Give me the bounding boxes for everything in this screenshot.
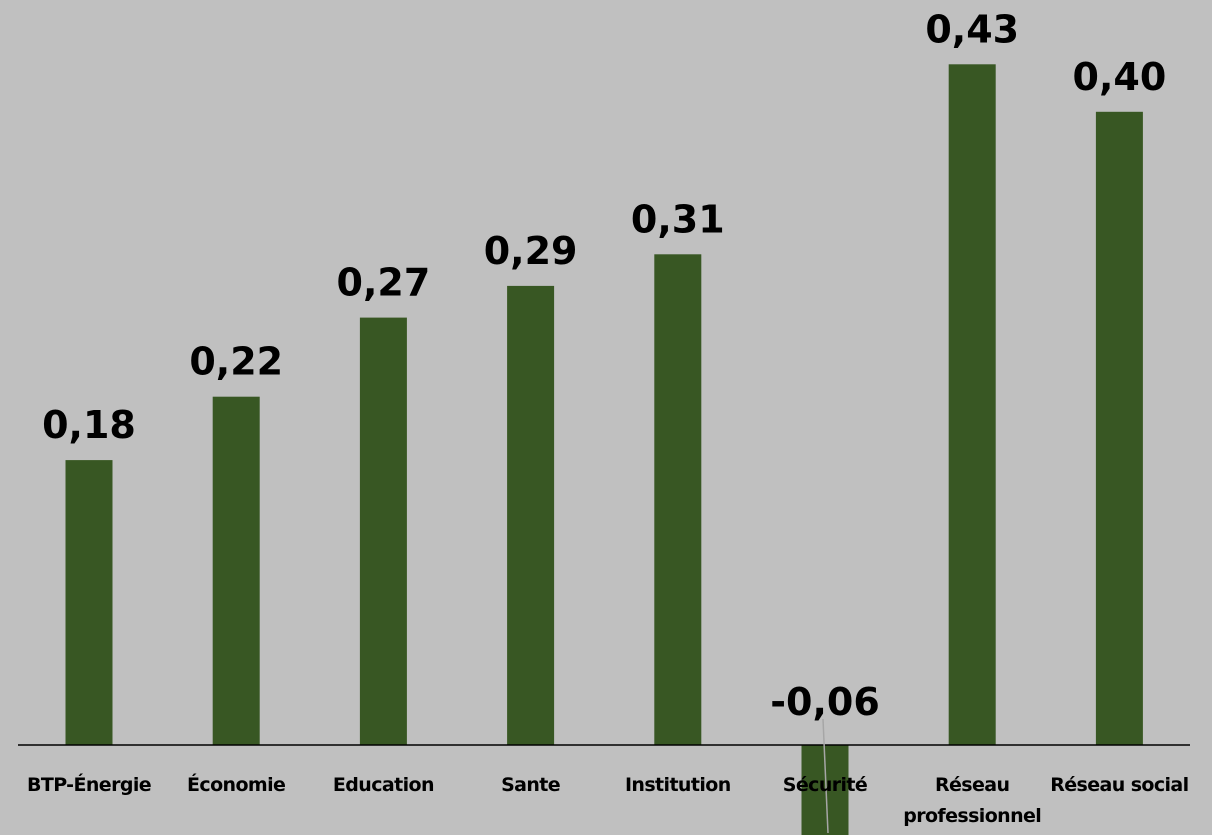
bar-3 <box>507 285 555 745</box>
category-label-line: Économie <box>187 773 285 796</box>
leader-line-5 <box>822 718 829 834</box>
category-labels-group: BTP-Énergie Économie Education Sante Institu… <box>27 773 1189 827</box>
category-label-line: Réseau <box>935 774 1009 796</box>
category-label-5: Sécurité <box>783 774 867 796</box>
bar-6 <box>948 64 996 746</box>
category-label-6: Réseau professionnel <box>903 774 1041 827</box>
category-label-line: Sécurité <box>783 774 867 796</box>
data-label-1: 0,22 <box>189 340 283 384</box>
data-label-6: 0,43 <box>925 7 1019 51</box>
bar-7 <box>1095 111 1143 746</box>
category-label-line: BTP-Énergie <box>27 773 151 796</box>
data-label-7: 0,40 <box>1073 55 1167 99</box>
data-label-4: 0,31 <box>631 197 725 241</box>
bars-group <box>65 64 1143 835</box>
category-label-line: Sante <box>501 774 560 796</box>
bar-0 <box>65 460 113 745</box>
category-label-1: Économie <box>187 773 285 796</box>
bar-2 <box>359 317 407 745</box>
data-label-3: 0,29 <box>484 229 578 273</box>
data-label-0: 0,18 <box>42 403 136 447</box>
category-label-2: Education <box>333 774 434 796</box>
category-label-7: Réseau social <box>1050 774 1188 796</box>
category-label-line: professionnel <box>903 805 1041 827</box>
category-label-4: Institution <box>625 774 731 796</box>
category-label-line: Institution <box>625 774 731 796</box>
category-label-line: Education <box>333 774 434 796</box>
value-labels-group: 0,18 0,22 0,27 0,29 0,31 -0,06 0,43 0,40 <box>42 7 1167 834</box>
category-label-0: BTP-Énergie <box>27 773 151 796</box>
bar-1 <box>212 396 260 745</box>
category-label-line: Réseau social <box>1050 774 1188 796</box>
category-label-3: Sante <box>501 774 560 796</box>
bar-4 <box>654 254 702 746</box>
data-label-5: -0,06 <box>770 680 880 724</box>
data-label-2: 0,27 <box>337 261 431 305</box>
